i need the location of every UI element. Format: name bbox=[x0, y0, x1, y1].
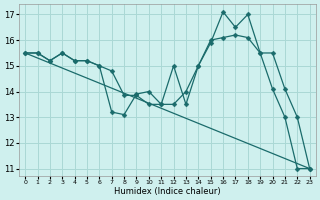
X-axis label: Humidex (Indice chaleur): Humidex (Indice chaleur) bbox=[114, 187, 221, 196]
